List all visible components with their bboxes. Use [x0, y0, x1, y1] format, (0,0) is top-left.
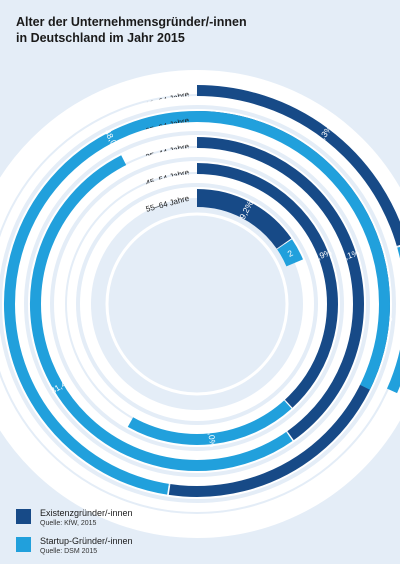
- ring-gap: [50, 157, 344, 451]
- legend-swatch-existenzgruender: [16, 509, 31, 524]
- legend-label-startup-gruender: Startup-Gründer/-innen: [40, 536, 133, 546]
- chart-title: Alter der Unternehmensgründer/-innen in …: [16, 14, 247, 46]
- bar-segment: [4, 111, 390, 495]
- bar-segment: [196, 85, 400, 248]
- ring-gap: [0, 105, 396, 503]
- legend-source-existenzgruender: Quelle: KfW, 2015: [40, 520, 97, 527]
- legend-item-startup-gruender: Startup-Gründer/-innen Quelle: DSM 2015: [16, 536, 133, 564]
- ring-gap: [76, 183, 318, 425]
- legend-item-existenzgruender: Existenzgründer/-innen Quelle: KfW, 2015: [16, 508, 133, 536]
- bar-segment: [380, 246, 400, 394]
- inner-circle: [105, 212, 289, 396]
- chart-title-line-2: in Deutschland im Jahr 2015: [16, 31, 185, 45]
- bar-segment: [127, 395, 292, 445]
- bar-segment: [196, 163, 338, 408]
- legend-swatch-startup-gruender: [16, 537, 31, 552]
- bar-segment: [196, 189, 292, 249]
- legend-source-startup-gruender: Quelle: DSM 2015: [40, 548, 98, 555]
- data-label: 2: [286, 248, 295, 259]
- ring-track: [0, 70, 400, 538]
- ring-track: [41, 148, 353, 460]
- bar-segment: [196, 137, 364, 441]
- legend-label-existenzgruender: Existenzgründer/-innen: [40, 508, 133, 518]
- legend: Existenzgründer/-innen Quelle: KfW, 2015…: [16, 508, 133, 564]
- chart-title-line-1: Alter der Unternehmensgründer/-innen: [16, 15, 247, 29]
- ring-gap: [24, 131, 370, 477]
- bar-segment: [30, 155, 293, 471]
- bar-segment: [277, 239, 304, 267]
- ring-track: [67, 174, 327, 434]
